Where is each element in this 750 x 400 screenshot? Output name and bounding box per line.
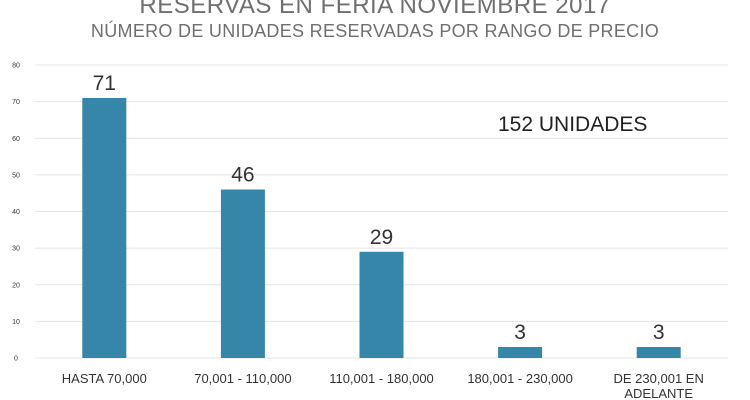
y-tick-label: 70 bbox=[12, 99, 20, 106]
y-tick-label: 80 bbox=[12, 63, 20, 70]
y-axis-ticks: 0 10 20 30 40 50 60 70 80 bbox=[12, 63, 20, 363]
x-category-label: ADELANTE bbox=[624, 386, 693, 400]
bar-value-label: 3 bbox=[653, 321, 665, 344]
y-tick-label: 60 bbox=[12, 136, 20, 143]
y-tick-label: 30 bbox=[12, 246, 20, 253]
y-tick-label: 0 bbox=[14, 356, 18, 363]
bar bbox=[220, 189, 265, 358]
x-category-label: HASTA 70,000 bbox=[62, 371, 147, 386]
y-tick-label: 40 bbox=[12, 209, 20, 216]
bars bbox=[82, 97, 681, 359]
bar-value-label: 46 bbox=[231, 164, 254, 187]
bar-value-label: 29 bbox=[370, 226, 393, 249]
x-axis-labels: HASTA 70,000 70,001 - 110,000 110,001 - 18… bbox=[62, 371, 704, 400]
bar-value-label: 71 bbox=[93, 72, 116, 95]
x-category-label: DE 230,001 EN bbox=[614, 371, 704, 386]
chart-title: RESERVAS EN FERIA NOVIEMBRE 2017 bbox=[139, 0, 611, 19]
bar bbox=[498, 347, 543, 358]
bar bbox=[359, 251, 404, 358]
y-tick-label: 20 bbox=[12, 282, 20, 289]
bar bbox=[636, 347, 681, 358]
bar-value-label: 3 bbox=[514, 321, 526, 344]
y-tick-label: 10 bbox=[12, 319, 20, 326]
bar bbox=[82, 97, 127, 359]
x-category-label: 70,001 - 110,000 bbox=[194, 371, 291, 386]
total-units-annotation: 152 UNIDADES bbox=[498, 113, 648, 136]
chart-subtitle: NÚMERO DE UNIDADES RESERVADAS POR RANGO … bbox=[90, 21, 660, 41]
y-tick-label: 50 bbox=[12, 172, 20, 179]
x-category-label: 110,001 - 180,000 bbox=[329, 371, 434, 386]
data-labels: 71 46 29 3 3 bbox=[93, 72, 665, 344]
x-category-label: 180,001 - 230,000 bbox=[467, 371, 573, 386]
